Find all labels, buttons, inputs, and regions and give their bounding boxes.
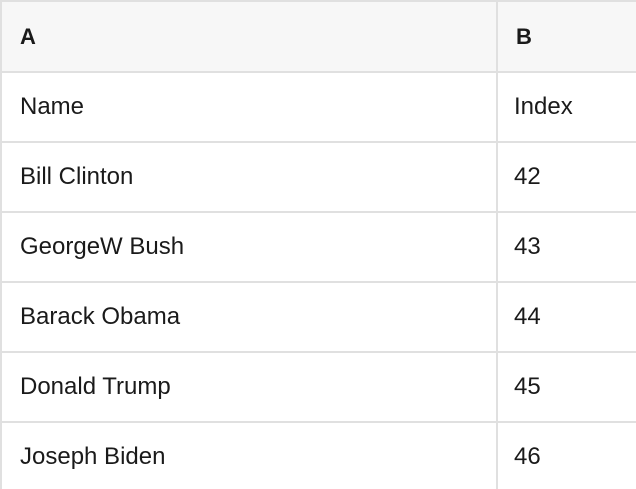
table-body: Name Index Bill Clinton 42 GeorgeW Bush …: [2, 72, 636, 489]
table-row: Joseph Biden 46: [2, 422, 636, 489]
cell-a6-name[interactable]: Joseph Biden: [2, 422, 498, 489]
cell-b4-index[interactable]: 44: [497, 282, 636, 353]
cell-a5-name[interactable]: Donald Trump: [2, 352, 498, 423]
cell-a2-name[interactable]: Bill Clinton: [2, 142, 498, 213]
cell-b1-index-header[interactable]: Index: [497, 72, 636, 143]
column-header-row: A B: [2, 2, 636, 73]
cell-a4-name[interactable]: Barack Obama: [2, 282, 498, 353]
cell-b2-index[interactable]: 42: [497, 142, 636, 213]
column-header-b[interactable]: B: [497, 2, 636, 73]
cell-b6-index[interactable]: 46: [497, 422, 636, 489]
table-row: Donald Trump 45: [2, 352, 636, 423]
table-row: Name Index: [2, 72, 636, 143]
cell-a1-name-header[interactable]: Name: [2, 72, 498, 143]
table-row: Bill Clinton 42: [2, 142, 636, 213]
cell-b3-index[interactable]: 43: [497, 212, 636, 283]
cell-a3-name[interactable]: GeorgeW Bush: [2, 212, 498, 283]
cell-b5-index[interactable]: 45: [497, 352, 636, 423]
column-header-a[interactable]: A: [2, 2, 498, 73]
table-row: GeorgeW Bush 43: [2, 212, 636, 283]
table-row: Barack Obama 44: [2, 282, 636, 353]
header-row: A B: [2, 2, 636, 73]
